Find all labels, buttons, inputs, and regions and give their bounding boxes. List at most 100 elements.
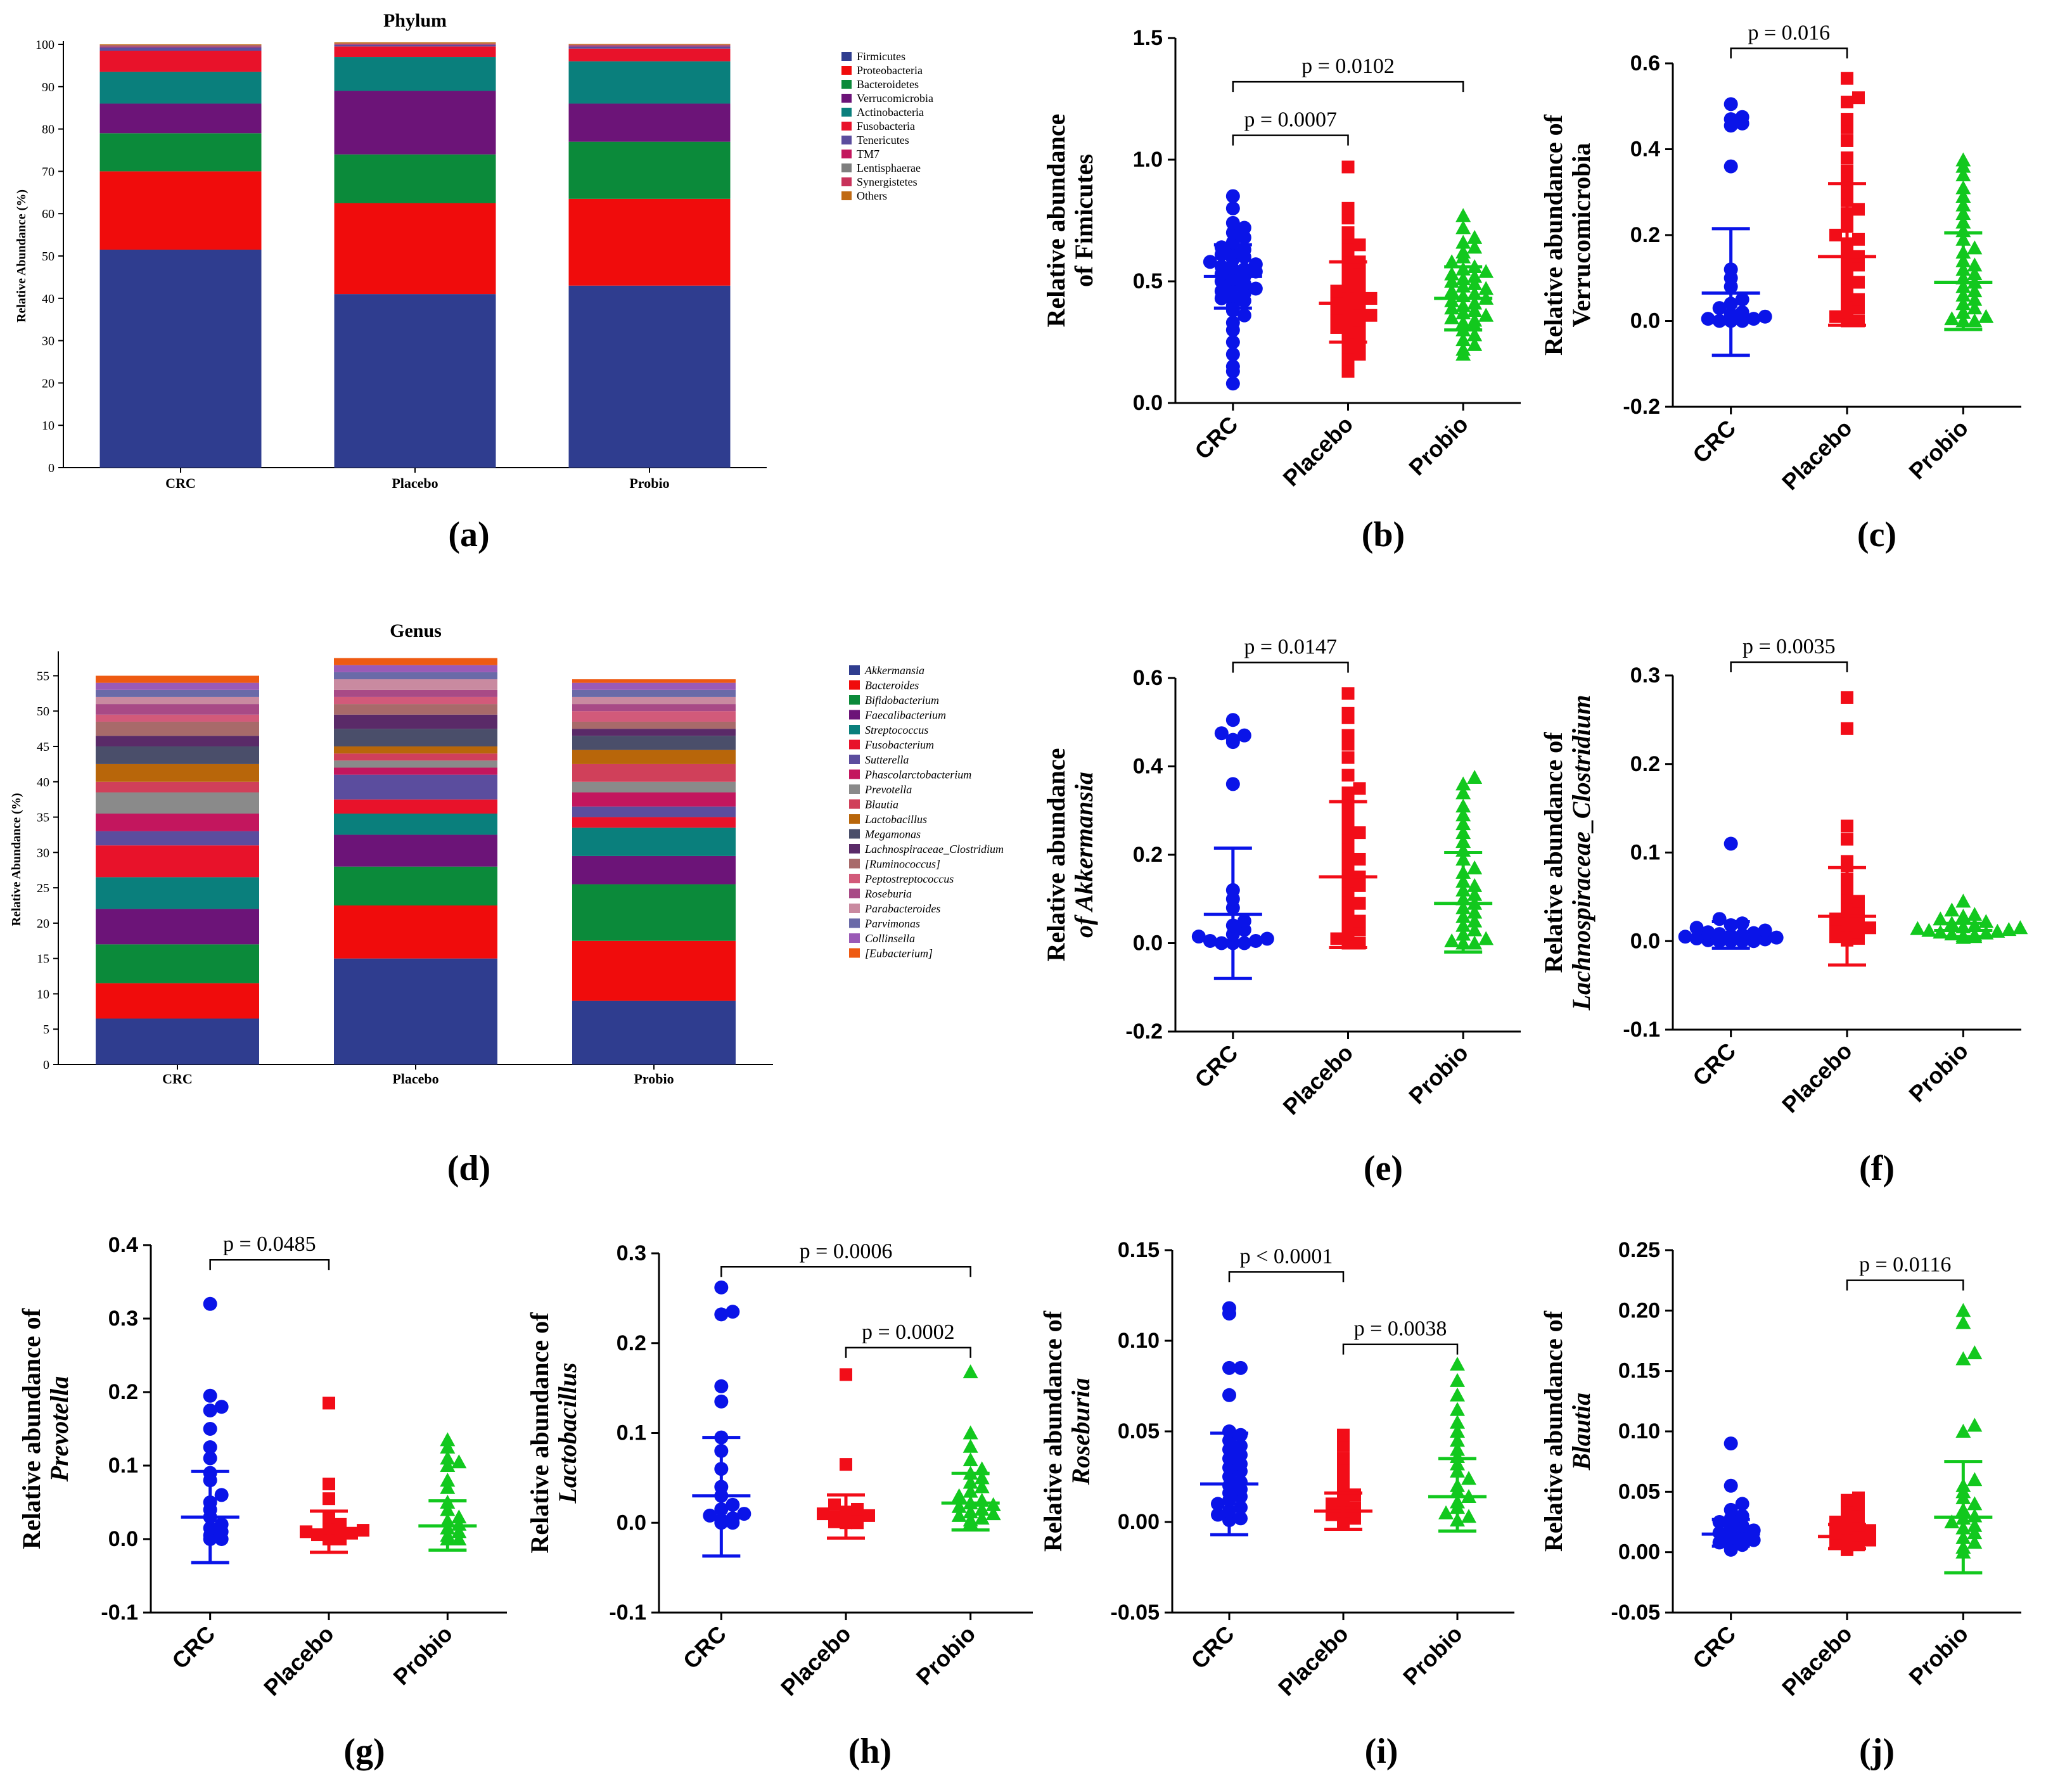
- x-tick-label: CRC: [1687, 1621, 1741, 1674]
- data-point: [1438, 1505, 1454, 1519]
- y-tick-label: 0.3: [617, 1241, 646, 1265]
- bar-segment-parabacteroides: [334, 679, 497, 690]
- data-point: [1689, 921, 1704, 935]
- y-tick-label: 50: [37, 705, 49, 719]
- bar-segment-actinobacteria: [568, 61, 731, 104]
- data-point: [1852, 203, 1865, 216]
- legend-swatch: [841, 163, 852, 172]
- bar-segment-streptococcus: [334, 813, 497, 835]
- p-value-label: p < 0.0001: [1240, 1244, 1333, 1268]
- data-point: [726, 1497, 740, 1512]
- bar-segment-lactobacillus: [334, 746, 497, 754]
- p-value-label: p = 0.0116: [1859, 1253, 1951, 1277]
- bar-segment-roseburia: [572, 704, 736, 712]
- legend-label: Lachnospiraceae_Clostridium: [864, 843, 1004, 855]
- data-point: [1841, 72, 1853, 85]
- legend-label: [Eubacterium]: [865, 947, 933, 960]
- data-point: [1746, 312, 1761, 326]
- data-point: [1225, 732, 1240, 747]
- p-value-label: p = 0.0002: [862, 1320, 955, 1344]
- data-point: [1852, 917, 1865, 930]
- y-tick-label: 90: [42, 80, 54, 94]
- data-point: [1478, 281, 1494, 295]
- bar-segment-tenericutes: [334, 44, 496, 47]
- data-point: [1967, 265, 1983, 280]
- chart-i: -0.05 0.00 0.05 0.10 0.15 Relative abundance …: [1039, 1238, 1514, 1771]
- y-tick-label: -0.05: [1111, 1601, 1160, 1625]
- bar-segment-akkermansia: [334, 958, 497, 1065]
- y-tick-label: 70: [42, 165, 54, 179]
- bar-segment-megamonas: [334, 729, 497, 747]
- legend-label: Bifidobacterium: [865, 694, 939, 706]
- bar-segment-parvimonas: [334, 672, 497, 680]
- data-point: [1852, 233, 1865, 246]
- data-point: [1841, 833, 1853, 846]
- data-point: [1955, 1303, 1971, 1317]
- bar-segment-akkermansia: [96, 1018, 259, 1065]
- data-point: [203, 1388, 217, 1403]
- data-point: [1841, 722, 1853, 735]
- p-value-label: p = 0.0007: [1244, 108, 1337, 132]
- x-tick-label: CRC: [1189, 411, 1243, 464]
- y-tick-label: 25: [37, 881, 49, 895]
- significance-bracket: [1232, 662, 1349, 673]
- data-point: [828, 1498, 841, 1511]
- p-value-label: p = 0.0006: [800, 1239, 893, 1263]
- bar-segment-bacteroides: [572, 940, 736, 1001]
- legend-label: Parvimonas: [864, 917, 920, 930]
- legend-label: Bacteroides: [865, 679, 919, 692]
- data-point: [703, 1508, 717, 1523]
- bar-segment-fusobacteria: [568, 48, 731, 61]
- data-point: [726, 1511, 740, 1526]
- x-tick-label: Probio: [1404, 411, 1473, 481]
- data-point: [1353, 275, 1366, 288]
- y-tick-label: 0.0: [108, 1527, 138, 1551]
- data-point: [1211, 1497, 1225, 1511]
- y-axis-title-line: Roseburia: [1066, 1378, 1095, 1486]
- legend-label: Roseburia: [864, 888, 912, 900]
- chart-c: -0.2 0.0 0.2 0.4 0.6 Relative abundance of Ver…: [1539, 21, 2021, 554]
- data-point: [1237, 914, 1251, 928]
- data-point: [1222, 1360, 1236, 1375]
- data-point: [1678, 930, 1692, 944]
- bar-segment-proteobacteria: [334, 203, 496, 295]
- legend-label: [Ruminococcus]: [865, 858, 940, 871]
- x-tick-label: Placebo: [1777, 1038, 1857, 1118]
- y-tick-label: 0.10: [1618, 1419, 1660, 1443]
- y-tick-label: -0.2: [1623, 395, 1660, 419]
- group-probio: [941, 1364, 1001, 1532]
- data-point: [1234, 1438, 1248, 1453]
- data-point: [1467, 336, 1483, 351]
- data-point: [1852, 293, 1865, 306]
- group-crc: [1203, 189, 1263, 391]
- data-point: [1237, 230, 1251, 245]
- significance-bracket: [720, 1266, 971, 1277]
- group-probio: [1428, 1357, 1487, 1533]
- data-point: [1769, 930, 1784, 945]
- y-tick-label: 0.6: [1133, 666, 1163, 690]
- legend-swatch: [849, 710, 860, 720]
- significance-bracket: [1730, 661, 1848, 673]
- data-point: [323, 1492, 335, 1506]
- data-point: [1955, 1424, 1971, 1438]
- data-point: [974, 1479, 990, 1493]
- bar-segment-firmicutes: [568, 285, 731, 468]
- legend-label: Megamonas: [864, 828, 921, 841]
- bar-segment-others: [334, 42, 496, 44]
- x-tick-label: CRC: [1687, 415, 1741, 468]
- bar-segment-proteobacteria: [568, 198, 731, 286]
- data-point: [1450, 1442, 1465, 1456]
- y-tick-label: 0.0: [1133, 391, 1163, 415]
- data-point: [1444, 266, 1460, 281]
- bar-segment-faecalibacterium: [572, 855, 736, 885]
- data-point: [1341, 243, 1355, 257]
- data-point: [1444, 293, 1460, 307]
- bar-segment-lachnospiraceae-clostridium: [96, 736, 259, 747]
- y-axis-title-line: Lactobacillus: [553, 1362, 582, 1504]
- legend-label: Peptostreptococcus: [864, 873, 954, 885]
- data-point: [1225, 777, 1240, 791]
- legend-swatch: [849, 769, 860, 779]
- bar-segment--ruminococcus-: [96, 721, 259, 736]
- bar-segment-synergistetes: [99, 45, 262, 46]
- data-point: [1478, 307, 1494, 322]
